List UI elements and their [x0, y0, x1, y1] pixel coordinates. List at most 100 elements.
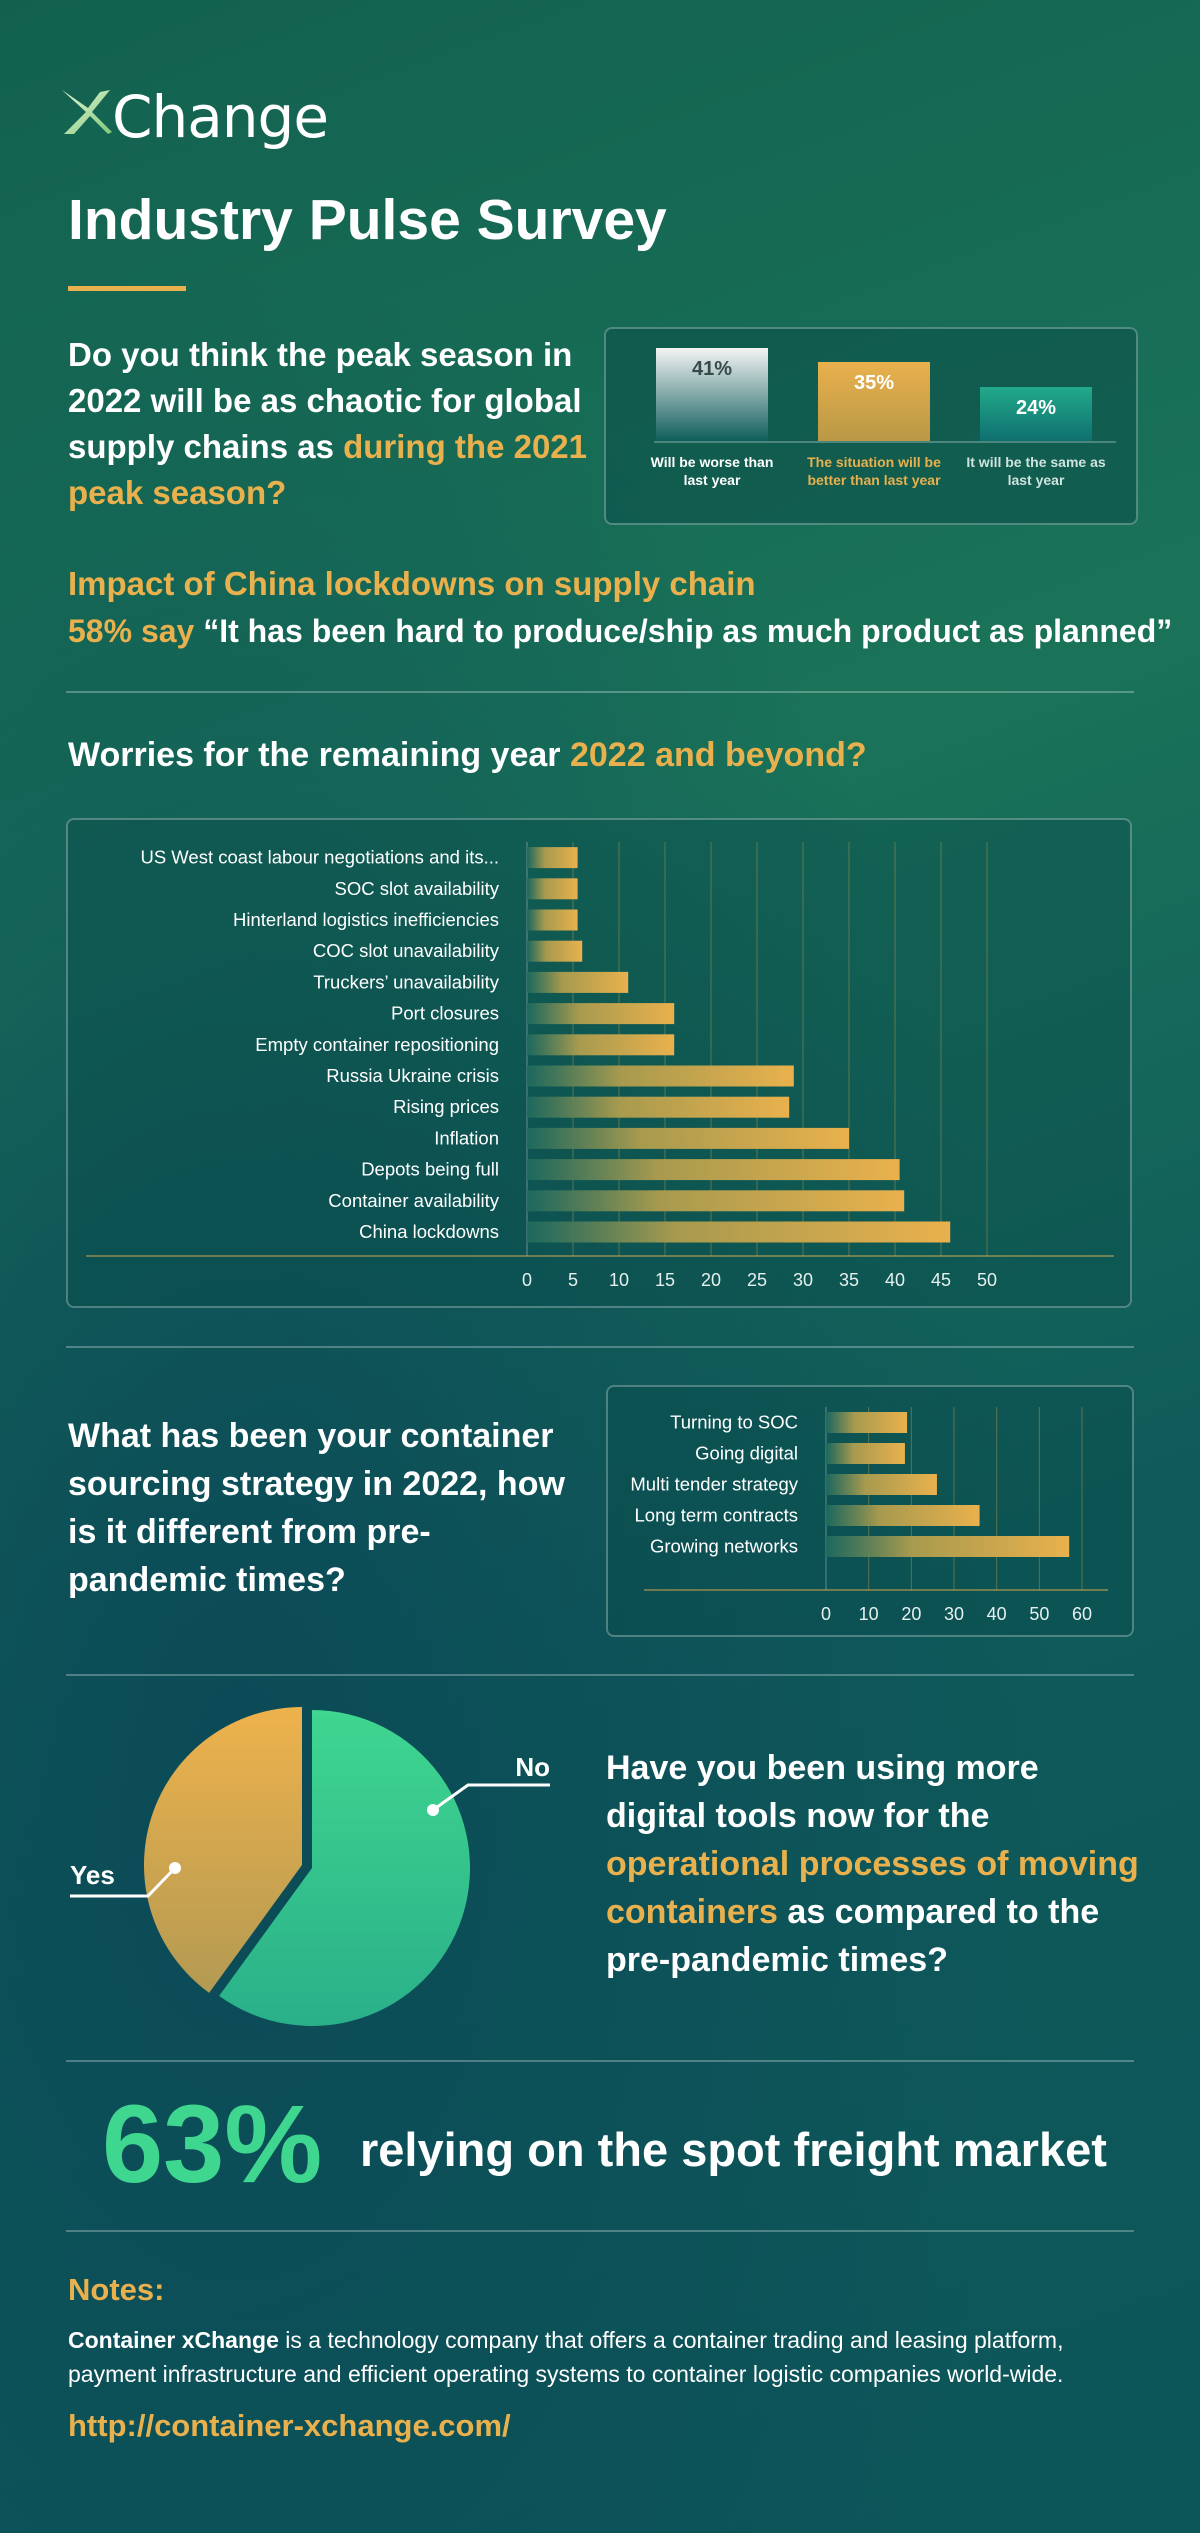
x-tick-label: 10 — [859, 1604, 879, 1624]
divider — [66, 1346, 1134, 1348]
x-tick-label: 0 — [522, 1270, 532, 1290]
x-tick-label: 45 — [931, 1270, 951, 1290]
category-label: US West coast labour negotiations and it… — [140, 847, 499, 868]
x-tick-label: 15 — [655, 1270, 675, 1290]
worries-heading: Worries for the remaining year 2022 and … — [68, 732, 867, 778]
divider — [66, 2060, 1134, 2062]
bar-better-label: The situation will be better than last y… — [807, 454, 941, 488]
bar — [527, 1034, 675, 1056]
digital-tools-pie-chart: No Yes — [70, 1707, 550, 2026]
category-label: COC slot unavailability — [313, 940, 500, 961]
x-tick-label: 20 — [901, 1604, 921, 1624]
x-tick-label: 5 — [568, 1270, 578, 1290]
x-tick-label: 25 — [747, 1270, 767, 1290]
notes-company: Container xChange — [68, 2327, 279, 2353]
digital-tools-question: Have you been using more digital tools n… — [606, 1744, 1146, 1984]
x-tick-label: 0 — [821, 1604, 831, 1624]
bar — [826, 1412, 908, 1433]
pie-callout-no — [427, 1783, 550, 1816]
worries-chart: 0 5 10 15 20 25 30 35 40 45 50 US West coast labour… — [86, 842, 1114, 1290]
notes-text: is a technology company that offers a co… — [68, 2327, 1064, 2387]
x-tick-label: 30 — [793, 1270, 813, 1290]
title-underline — [68, 286, 186, 291]
bar — [527, 1127, 849, 1149]
x-tick-label: 10 — [609, 1270, 629, 1290]
sourcing-chart-card: 0 10 20 30 40 50 60 Turning to SOC Going digital… — [606, 1385, 1134, 1637]
bar-same-value: 24% — [1015, 396, 1057, 419]
divider — [66, 2230, 1134, 2232]
sourcing-chart: 0 10 20 30 40 50 60 Turning to SOC Going digital… — [630, 1407, 1108, 1624]
digital-question-highlight: operational processes of moving containe… — [606, 1845, 1139, 1931]
notes-body: Container xChange is a technology compan… — [68, 2323, 1148, 2391]
impact-heading: Impact of China lockdowns on supply chai… — [68, 565, 756, 602]
bar — [527, 1221, 951, 1243]
bar — [527, 1190, 905, 1212]
bar-worse-label: Will be worse than last year — [650, 454, 774, 488]
pie-slice-yes — [143, 1707, 302, 1993]
bar — [527, 878, 578, 900]
category-label: Long term contracts — [635, 1505, 799, 1526]
bar-worse — [656, 347, 768, 441]
bar — [826, 1443, 905, 1464]
category-label: Empty container repositioning — [255, 1034, 499, 1055]
xchange-x-icon — [62, 90, 112, 134]
x-tick-label: 40 — [987, 1604, 1007, 1624]
bar-same — [980, 386, 1092, 441]
x-tick-label: 50 — [1029, 1604, 1049, 1624]
pie-slice-no — [219, 1710, 470, 2026]
peak-season-question-text: Do you think the peak season in 2022 wil… — [68, 336, 582, 465]
peak-season-axis — [654, 441, 1116, 443]
worries-heading-highlight: 2022 and beyond? — [569, 736, 867, 774]
bar-worse-value: 41% — [691, 357, 733, 380]
page-title: Industry Pulse Survey — [68, 188, 667, 252]
bar — [527, 940, 583, 962]
bar-better-value: 35% — [853, 371, 895, 394]
peak-season-question-highlight: during the 2021 peak season? — [68, 428, 587, 511]
pie-label-no: No — [515, 1752, 550, 1782]
x-tick-label: 35 — [839, 1270, 859, 1290]
pie-callout-yes — [70, 1862, 181, 1898]
x-tick-label: 40 — [885, 1270, 905, 1290]
notes-url-link[interactable]: http://container-xchange.com/ — [68, 2408, 511, 2443]
category-label: Container availability — [328, 1190, 499, 1211]
bar — [527, 1096, 790, 1118]
impact-stat: 58% say — [68, 613, 195, 649]
category-label: Multi tender strategy — [630, 1474, 798, 1495]
bar-same-label: It will be the same as last year — [966, 454, 1106, 488]
bar — [527, 847, 578, 869]
category-label: Going digital — [695, 1443, 798, 1464]
notes-heading: Notes: — [68, 2272, 165, 2307]
bar — [527, 1159, 900, 1181]
category-label: Russia Ukraine crisis — [326, 1065, 499, 1086]
worries-heading-text: Worries for the remaining year — [68, 736, 561, 774]
category-label: China lockdowns — [359, 1221, 499, 1242]
impact-quote: 58% say “It has been hard to produce/shi… — [68, 610, 1172, 652]
pie-label-yes: Yes — [70, 1860, 115, 1890]
x-tick-label: 60 — [1072, 1604, 1092, 1624]
digital-question-part1: Have you been using more digital tools n… — [606, 1749, 1039, 1835]
x-tick-label: 50 — [977, 1270, 997, 1290]
peak-season-question: Do you think the peak season in 2022 wil… — [68, 332, 588, 516]
category-label: Port closures — [391, 1003, 499, 1024]
spot-market-text: relying on the spot freight market — [360, 2123, 1107, 2176]
bar-better — [818, 361, 930, 441]
divider — [66, 1674, 1134, 1676]
sourcing-question: What has been your container sourcing st… — [68, 1417, 565, 1599]
category-label: Rising prices — [393, 1096, 499, 1117]
bar — [826, 1536, 1070, 1557]
x-tick-label: 20 — [701, 1270, 721, 1290]
category-label: Growing networks — [650, 1536, 798, 1557]
category-label: Truckers’ unavailability — [313, 971, 499, 992]
bar — [527, 1003, 675, 1025]
bar — [527, 909, 578, 931]
bar — [527, 971, 629, 993]
category-label: Depots being full — [361, 1159, 499, 1180]
category-label: Hinterland logistics inefficiencies — [233, 909, 499, 930]
worries-chart-card: 0 5 10 15 20 25 30 35 40 45 50 US West coast labour… — [66, 818, 1132, 1308]
brand-logo: Change — [60, 82, 329, 152]
peak-season-chart: 41% 35% 24% Will be worse than last year… — [604, 327, 1138, 525]
x-tick-label: 30 — [944, 1604, 964, 1624]
spot-market-percent: 63% — [102, 2083, 323, 2206]
category-label: SOC slot availability — [334, 878, 499, 899]
category-label: Inflation — [434, 1127, 499, 1148]
